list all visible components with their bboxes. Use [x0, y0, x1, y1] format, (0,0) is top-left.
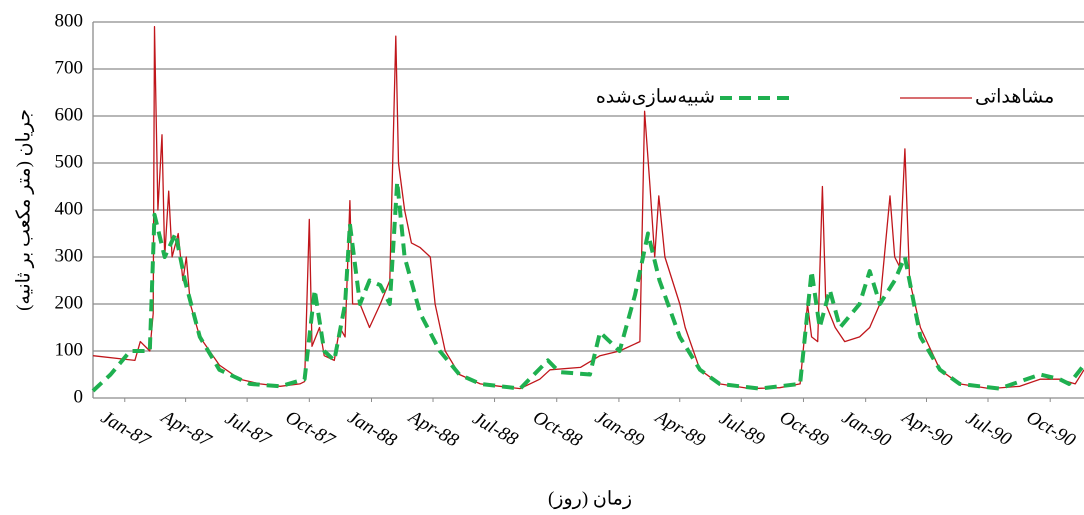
- y-tick-label: 100: [55, 339, 84, 360]
- x-tick-label: Jan-90: [838, 407, 895, 452]
- x-tick-label: Oct-90: [1023, 407, 1080, 452]
- x-tick-label: Jul-87: [221, 408, 275, 451]
- x-tick-label: Jul-88: [469, 408, 522, 451]
- x-tick-label: Oct-87: [282, 407, 339, 452]
- y-tick-label: 500: [55, 151, 84, 172]
- x-tick-label: Apr-87: [156, 406, 216, 453]
- x-tick-label: Jan-89: [591, 407, 648, 452]
- x-axis-title: زمان (روز): [548, 488, 632, 509]
- y-tick-label: 200: [55, 292, 84, 313]
- y-tick-label: 0: [74, 386, 84, 407]
- legend-label: مشاهداتی: [975, 86, 1054, 107]
- legend-label: شبیه‌سازی‌شده: [596, 86, 715, 107]
- x-tick-label: Apr-88: [403, 406, 462, 452]
- y-tick-label: 600: [55, 104, 84, 125]
- x-tick-label: Jul-90: [962, 408, 1015, 451]
- y-tick-label: 400: [55, 198, 84, 219]
- x-tick-label: Apr-90: [897, 406, 956, 452]
- x-tick-label: Oct-89: [776, 407, 833, 452]
- x-tick-label: Apr-89: [650, 406, 709, 452]
- y-tick-label: 700: [55, 57, 84, 78]
- y-tick-label: 800: [55, 10, 84, 31]
- series-line: [91, 179, 1084, 393]
- x-tick-label: Oct-88: [529, 407, 586, 452]
- x-tick-label: Jul-89: [716, 408, 769, 451]
- series-line: [92, 26, 1084, 390]
- y-axis-title: جریان (متر مکعب بر ثانیه): [13, 109, 34, 311]
- x-tick-label: Jan-87: [97, 407, 154, 452]
- y-tick-label: 300: [55, 245, 84, 266]
- x-tick-label: Jan-88: [344, 407, 401, 452]
